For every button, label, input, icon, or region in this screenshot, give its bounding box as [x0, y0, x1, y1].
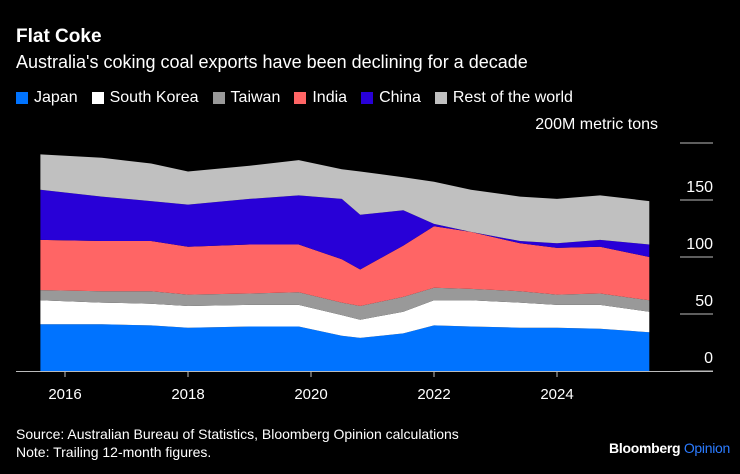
legend-swatch: [212, 92, 225, 104]
legend-swatch: [294, 92, 307, 104]
y-tick-label: 100: [686, 236, 713, 253]
legend-swatch: [91, 92, 104, 104]
legend-item-south-korea: South Korea: [91, 89, 199, 107]
legend-item-china: China: [361, 89, 421, 107]
note-text: Note: Trailing 12-month figures.: [16, 444, 212, 460]
x-tick-label: 2024: [540, 386, 573, 403]
area-japan: [40, 324, 650, 371]
chart-subtitle: Australia's coking coal exports have bee…: [16, 52, 528, 72]
legend-item-japan: Japan: [16, 89, 78, 107]
brand-logo: Bloomberg Opinion: [609, 440, 730, 456]
x-tick-label: 2020: [294, 386, 327, 403]
brand-accent: Opinion: [683, 440, 730, 456]
legend-label: Japan: [34, 89, 78, 106]
source-note: Source: Australian Bureau of Statistics,…: [16, 425, 459, 461]
area-india: [40, 226, 650, 306]
legend-swatch: [434, 92, 447, 104]
source-text: Source: Australian Bureau of Statistics,…: [16, 426, 459, 442]
y-tick-label: 0: [704, 350, 713, 367]
legend-label: China: [379, 89, 421, 106]
legend-item-taiwan: Taiwan: [212, 89, 281, 107]
area-china: [40, 189, 650, 270]
legend-label: Taiwan: [230, 89, 281, 106]
y-tick-label: 150: [686, 179, 713, 196]
legend-item-india: India: [294, 89, 347, 107]
legend-label: India: [312, 89, 348, 106]
legend: Japan South Korea Taiwan India China Res…: [16, 89, 573, 107]
x-tick-label: 2016: [48, 386, 81, 403]
legend-swatch: [16, 92, 28, 104]
legend-label: Rest of the world: [452, 89, 573, 106]
area-rest-of-the-world: [40, 154, 650, 245]
legend-label: South Korea: [109, 89, 199, 106]
brand-main: Bloomberg: [609, 440, 681, 456]
area-taiwan: [40, 287, 650, 320]
x-tick-label: 2022: [417, 386, 450, 403]
legend-swatch: [361, 92, 374, 104]
y-unit-label: 200M metric tons: [535, 116, 658, 133]
y-tick-label: 50: [695, 293, 713, 310]
chart-title: Flat Coke: [16, 26, 102, 47]
area-south-korea: [40, 300, 650, 338]
x-tick-label: 2018: [171, 386, 204, 403]
legend-item-rest-of-world: Rest of the world: [434, 89, 573, 107]
